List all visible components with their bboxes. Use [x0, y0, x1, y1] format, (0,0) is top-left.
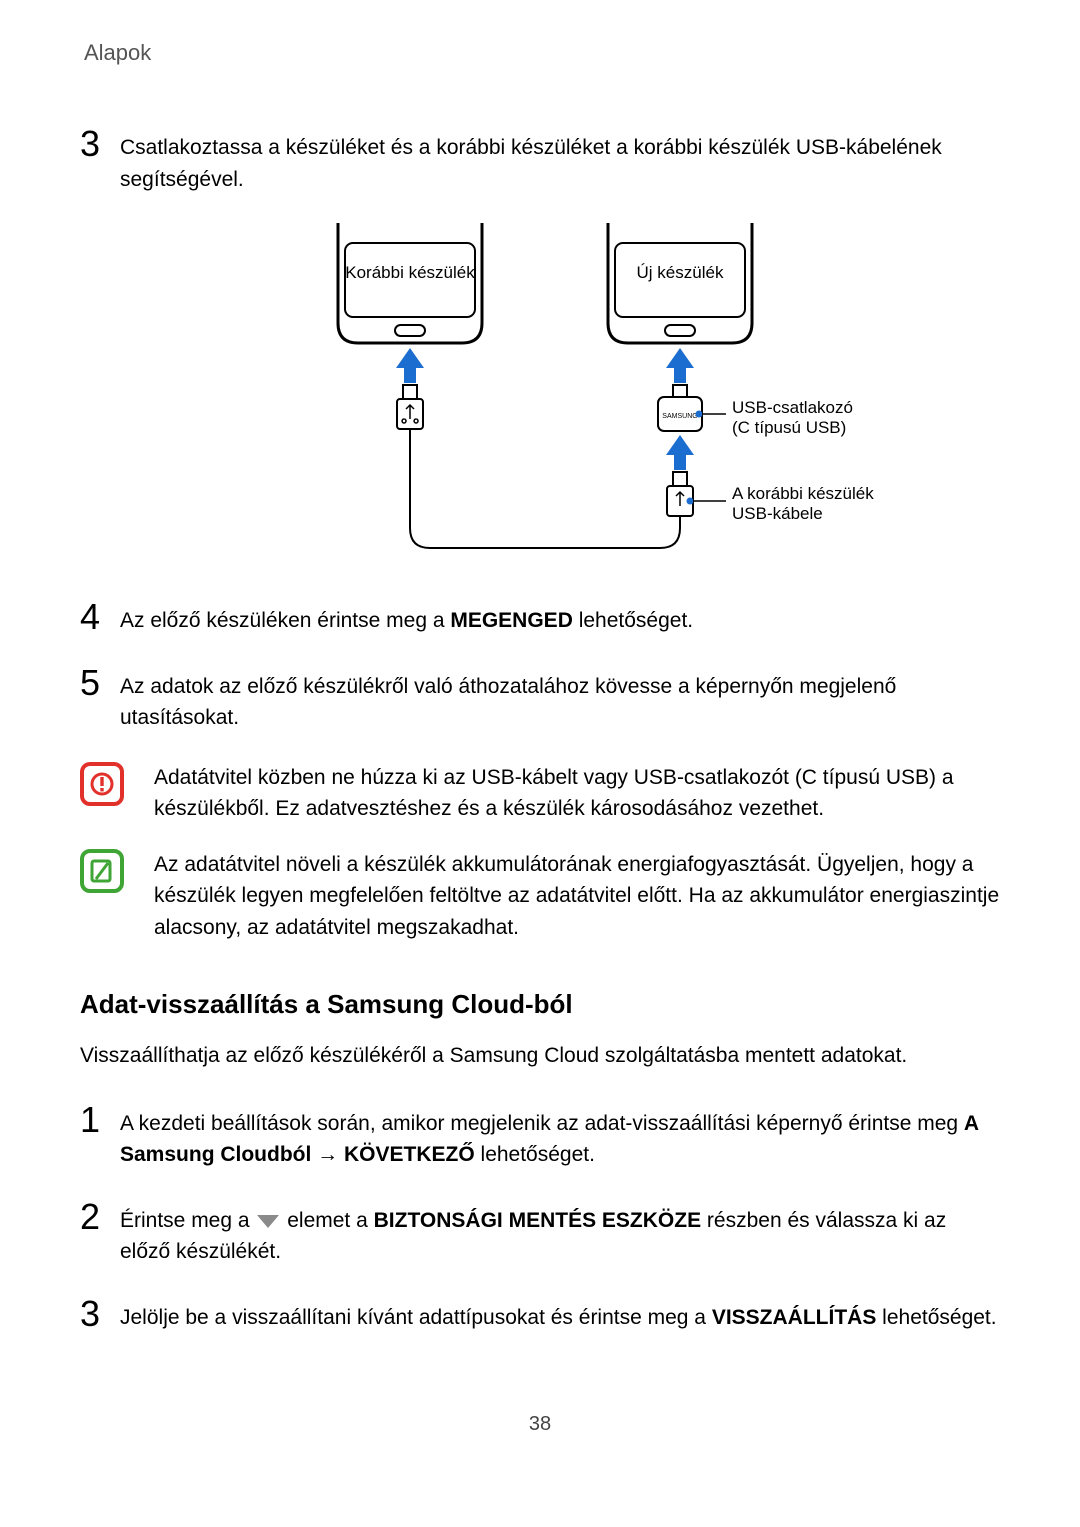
warning-note: Adatátvitel közben ne húzza ki az USB-ká… [80, 762, 1000, 825]
svg-text:(C típusú USB): (C típusú USB) [732, 418, 846, 437]
svg-text:SAMSUNG: SAMSUNG [662, 413, 697, 420]
info-icon [80, 849, 124, 893]
step: 4Az előző készüléken érintse meg a MEGEN… [80, 599, 1000, 637]
step-number: 5 [80, 665, 120, 701]
step-text: Az előző készüléken érintse meg a MEGENG… [120, 599, 693, 637]
up-arrow-left [396, 348, 424, 383]
step: 5Az adatok az előző készülékről való áth… [80, 665, 1000, 734]
note-text: Adatátvitel közben ne húzza ki az USB-ká… [154, 762, 1000, 825]
step-text: Érintse meg a elemet a BIZTONSÁGI MENTÉS… [120, 1199, 1000, 1268]
step: 3Jelölje be a visszaállítani kívánt adat… [80, 1296, 1000, 1334]
usb-plug-left [397, 385, 423, 429]
svg-text:Új készülék: Új készülék [637, 263, 724, 282]
step-number: 1 [80, 1102, 120, 1138]
section-intro: Visszaállíthatja az előző készülékéről a… [80, 1040, 1000, 1072]
svg-text:A korábbi készülék: A korábbi készülék [732, 484, 874, 503]
up-arrow-right [666, 348, 694, 383]
step-number: 3 [80, 1296, 120, 1332]
svg-text:USB-csatlakozó: USB-csatlakozó [732, 398, 853, 417]
usb-c-connector: SAMSUNG [658, 385, 702, 431]
step: 1A kezdeti beállítások során, amikor meg… [80, 1102, 1000, 1171]
up-arrow-right-2 [666, 435, 694, 470]
warning-icon [80, 762, 124, 806]
step: 2Érintse meg a elemet a BIZTONSÁGI MENTÉ… [80, 1199, 1000, 1268]
svg-text:USB-kábele: USB-kábele [732, 504, 823, 523]
usb-cable [410, 429, 680, 548]
step-text: A kezdeti beállítások során, amikor megj… [120, 1102, 1000, 1171]
info-note: Az adatátvitel növeli a készülék akkumul… [80, 849, 1000, 944]
note-text: Az adatátvitel növeli a készülék akkumul… [154, 849, 1000, 944]
section-header: Alapok [80, 40, 1000, 66]
page-number: 38 [80, 1413, 1000, 1436]
previous-device: Korábbi készülék [338, 223, 482, 343]
dropdown-icon [255, 1212, 281, 1230]
section-heading: Adat-visszaállítás a Samsung Cloud-ból [80, 989, 1000, 1020]
step-number: 2 [80, 1199, 120, 1235]
svg-text:Korábbi készülék: Korábbi készülék [345, 263, 475, 282]
step: 3Csatlakoztassa a készüléket és a korább… [80, 126, 1000, 195]
connection-diagram: Korábbi készülék Új készülék SAMSU [80, 223, 1000, 563]
step-text: Az adatok az előző készülékről való átho… [120, 665, 1000, 734]
step-number: 3 [80, 126, 120, 162]
step-text: Jelölje be a visszaállítani kívánt adatt… [120, 1296, 997, 1334]
step-number: 4 [80, 599, 120, 635]
step-text: Csatlakoztassa a készüléket és a korábbi… [120, 126, 1000, 195]
usb-plug-right [667, 472, 693, 516]
new-device: Új készülék [608, 223, 752, 343]
